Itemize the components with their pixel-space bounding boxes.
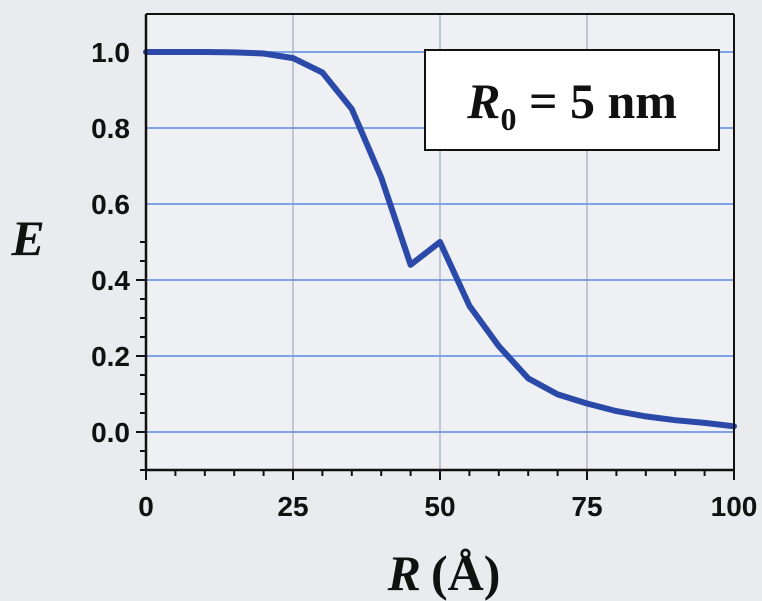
y-tick-label-0: 0.0 — [91, 417, 130, 448]
x-tick-label-2: 50 — [424, 491, 455, 522]
ticks: 0 25 50 75 100 0.0 0.2 0.4 0.6 0.8 1.0 — [91, 37, 757, 522]
curve-layer — [143, 49, 737, 430]
y-tick-label-1: 0.2 — [91, 341, 130, 372]
y-tick-label-2: 0.4 — [91, 265, 130, 296]
annotation-symbol: R — [466, 73, 500, 129]
x-tick-label-4: 100 — [711, 491, 758, 522]
x-tick-label-1: 25 — [277, 491, 308, 522]
r0-annotation: R0 = 5 nm — [424, 49, 720, 151]
series-line — [143, 49, 737, 430]
x-axis-title: R (Å) — [387, 545, 501, 601]
annotation-subscript: 0 — [500, 101, 516, 137]
y-axis-title: E — [10, 210, 44, 266]
annotation-text: = 5 nm — [516, 73, 676, 129]
y-tick-label-3: 0.6 — [91, 189, 130, 220]
x-axis-unit: (Å) — [431, 545, 500, 601]
annotation-box — [424, 49, 720, 151]
svg-text:R0 = 5 nm: R0 = 5 nm — [466, 73, 677, 137]
x-tick-label-0: 0 — [138, 491, 154, 522]
y-tick-label-5: 1.0 — [91, 37, 130, 68]
x-axis-symbol: R — [387, 545, 421, 601]
y-tick-label-4: 0.8 — [91, 113, 130, 144]
x-tick-label-3: 75 — [571, 491, 602, 522]
